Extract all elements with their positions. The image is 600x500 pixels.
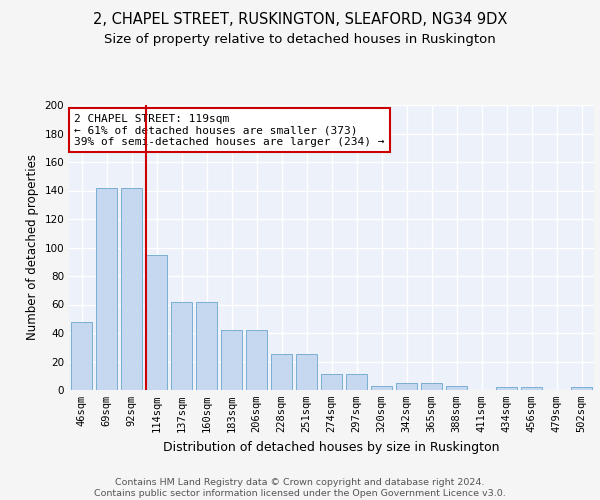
Text: Size of property relative to detached houses in Ruskington: Size of property relative to detached ho… bbox=[104, 32, 496, 46]
Bar bbox=[446, 386, 467, 390]
Bar bbox=[421, 383, 442, 390]
Bar bbox=[371, 386, 392, 390]
Bar bbox=[121, 188, 142, 390]
Bar bbox=[96, 188, 117, 390]
Y-axis label: Number of detached properties: Number of detached properties bbox=[26, 154, 39, 340]
Bar bbox=[171, 302, 192, 390]
Bar bbox=[521, 387, 542, 390]
Text: 2, CHAPEL STREET, RUSKINGTON, SLEAFORD, NG34 9DX: 2, CHAPEL STREET, RUSKINGTON, SLEAFORD, … bbox=[93, 12, 507, 28]
Bar bbox=[496, 387, 517, 390]
Bar bbox=[196, 302, 217, 390]
Bar bbox=[346, 374, 367, 390]
X-axis label: Distribution of detached houses by size in Ruskington: Distribution of detached houses by size … bbox=[163, 440, 500, 454]
Bar bbox=[146, 254, 167, 390]
Text: 2 CHAPEL STREET: 119sqm
← 61% of detached houses are smaller (373)
39% of semi-d: 2 CHAPEL STREET: 119sqm ← 61% of detache… bbox=[74, 114, 385, 147]
Text: Contains HM Land Registry data © Crown copyright and database right 2024.
Contai: Contains HM Land Registry data © Crown c… bbox=[94, 478, 506, 498]
Bar bbox=[321, 374, 342, 390]
Bar bbox=[296, 354, 317, 390]
Bar bbox=[396, 383, 417, 390]
Bar bbox=[221, 330, 242, 390]
Bar bbox=[271, 354, 292, 390]
Bar bbox=[71, 322, 92, 390]
Bar bbox=[246, 330, 267, 390]
Bar bbox=[571, 387, 592, 390]
